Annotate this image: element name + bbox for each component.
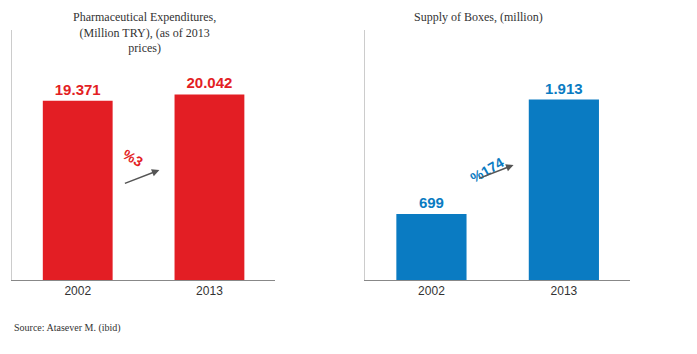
svg-text:%3: %3: [120, 146, 146, 170]
svg-text:Supply of Boxes, (million): Supply of Boxes, (million): [414, 10, 543, 24]
svg-text:Source: Atasever M. (ibid): Source: Atasever M. (ibid): [14, 322, 121, 334]
svg-text:Pharmaceutical Expenditures,(M: Pharmaceutical Expenditures,(Million TRY…: [73, 10, 216, 55]
svg-text:699: 699: [419, 194, 444, 211]
svg-text:1.913: 1.913: [545, 80, 583, 97]
svg-text:%174: %174: [467, 154, 506, 186]
svg-text:2013: 2013: [551, 284, 578, 298]
svg-text:2013: 2013: [196, 284, 223, 298]
svg-text:19.371: 19.371: [55, 81, 101, 98]
svg-text:2002: 2002: [418, 284, 445, 298]
svg-text:20.042: 20.042: [187, 74, 233, 91]
svg-text:2002: 2002: [64, 284, 91, 298]
